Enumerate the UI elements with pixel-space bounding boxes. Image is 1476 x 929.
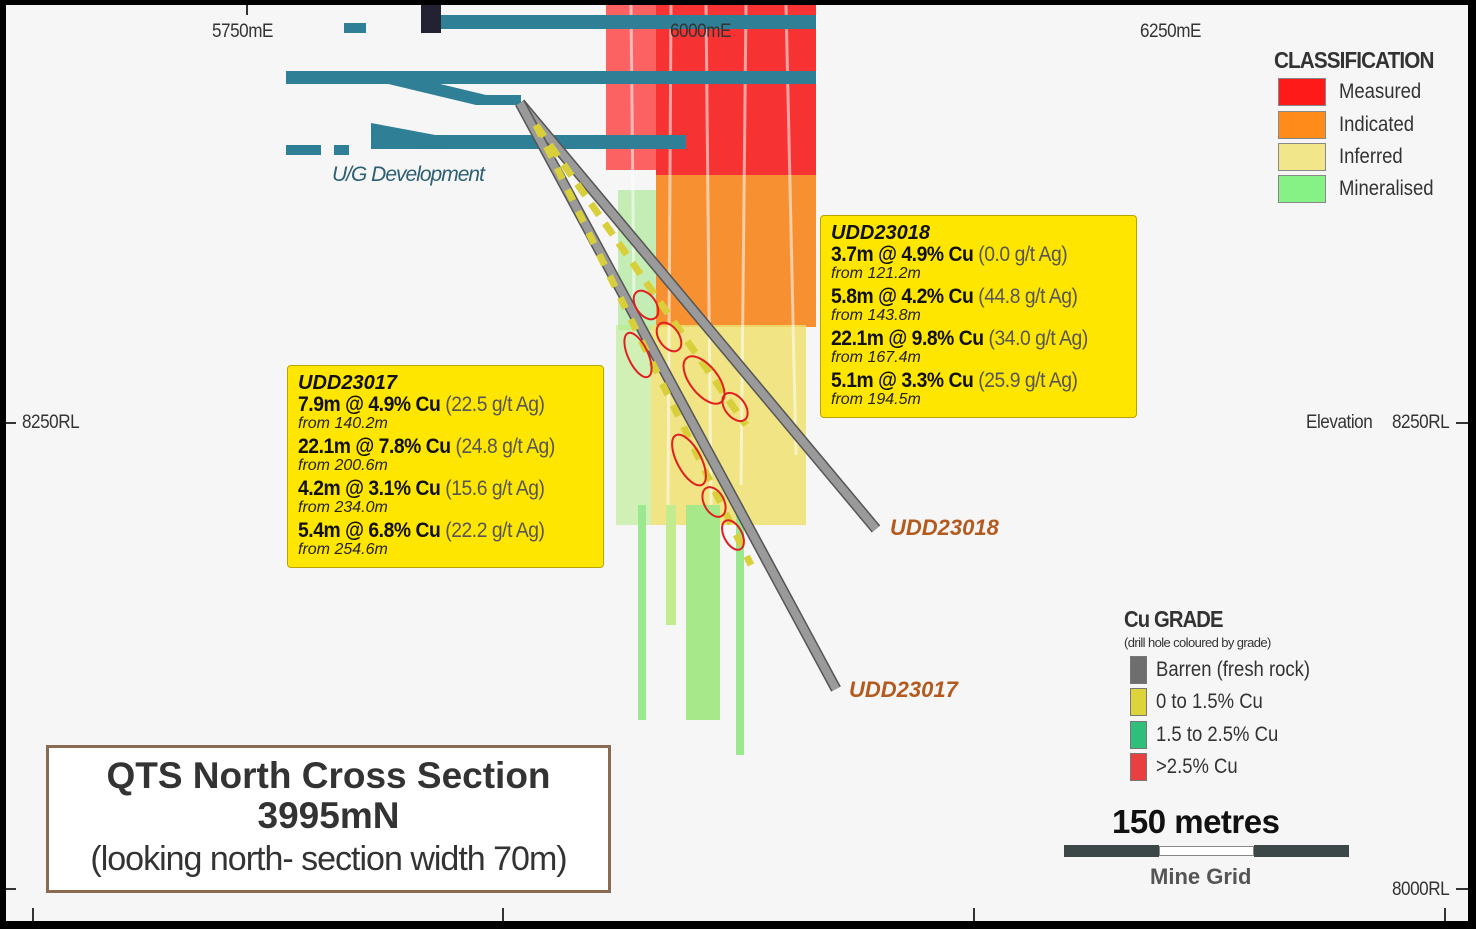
mineralised-swatch	[1278, 175, 1326, 203]
udd23017-intercepts-box: UDD23017 7.9m @ 4.9% Cu (22.5 g/t Ag) fr…	[287, 365, 604, 568]
title-line1: QTS North Cross Section	[106, 755, 551, 796]
section-graphics	[286, 5, 881, 755]
elevation-label: Elevation	[1306, 412, 1373, 433]
orebody-model	[606, 5, 816, 755]
x-tick	[246, 5, 248, 15]
cross-section-diagram: 5750mE 6000mE 6250mE 8250RL Elevation 82…	[6, 5, 1468, 921]
inferred-swatch	[1278, 143, 1326, 171]
y-label-8000-right: 8000RL	[1392, 879, 1450, 900]
inferred-label: Inferred	[1339, 145, 1403, 168]
underground-development	[286, 5, 816, 155]
indicated-swatch	[1278, 111, 1326, 139]
mineralised-label: Mineralised	[1339, 177, 1434, 200]
section-title-box: QTS North Cross Section 3995mN (looking …	[46, 745, 611, 893]
measured-label: Measured	[1339, 80, 1422, 103]
udd23018-label: UDD23018	[890, 515, 999, 540]
indicated-label: Indicated	[1339, 113, 1415, 136]
y-label-8250-left: 8250RL	[22, 412, 80, 433]
measured-swatch	[1278, 78, 1326, 106]
title-line2: 3995mN	[257, 795, 400, 836]
x-label-6000: 6000mE	[670, 21, 732, 42]
ug-development-label: U/G Development	[332, 163, 485, 186]
title-line3: (looking north- section width 70m)	[90, 840, 567, 878]
x-label-6250: 6250mE	[1140, 21, 1202, 42]
y-label-8250-right: 8250RL	[1392, 412, 1450, 433]
drill-holes	[515, 99, 881, 692]
udd23018-intercepts-box: UDD23018 3.7m @ 4.9% Cu (0.0 g/t Ag) fro…	[820, 215, 1137, 418]
udd23017-label: UDD23017	[849, 677, 958, 702]
x-label-5750: 5750mE	[212, 21, 274, 42]
